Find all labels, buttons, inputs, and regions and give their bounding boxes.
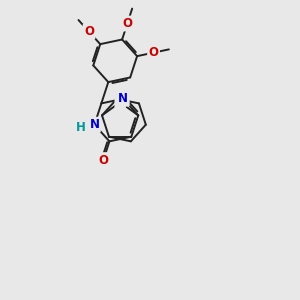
Text: O: O	[98, 154, 108, 166]
Text: O: O	[84, 25, 94, 38]
Text: N: N	[118, 92, 128, 105]
Text: O: O	[148, 46, 158, 59]
Text: O: O	[122, 17, 132, 30]
Text: H: H	[76, 121, 85, 134]
Text: S: S	[116, 96, 124, 109]
Text: N: N	[89, 118, 99, 131]
